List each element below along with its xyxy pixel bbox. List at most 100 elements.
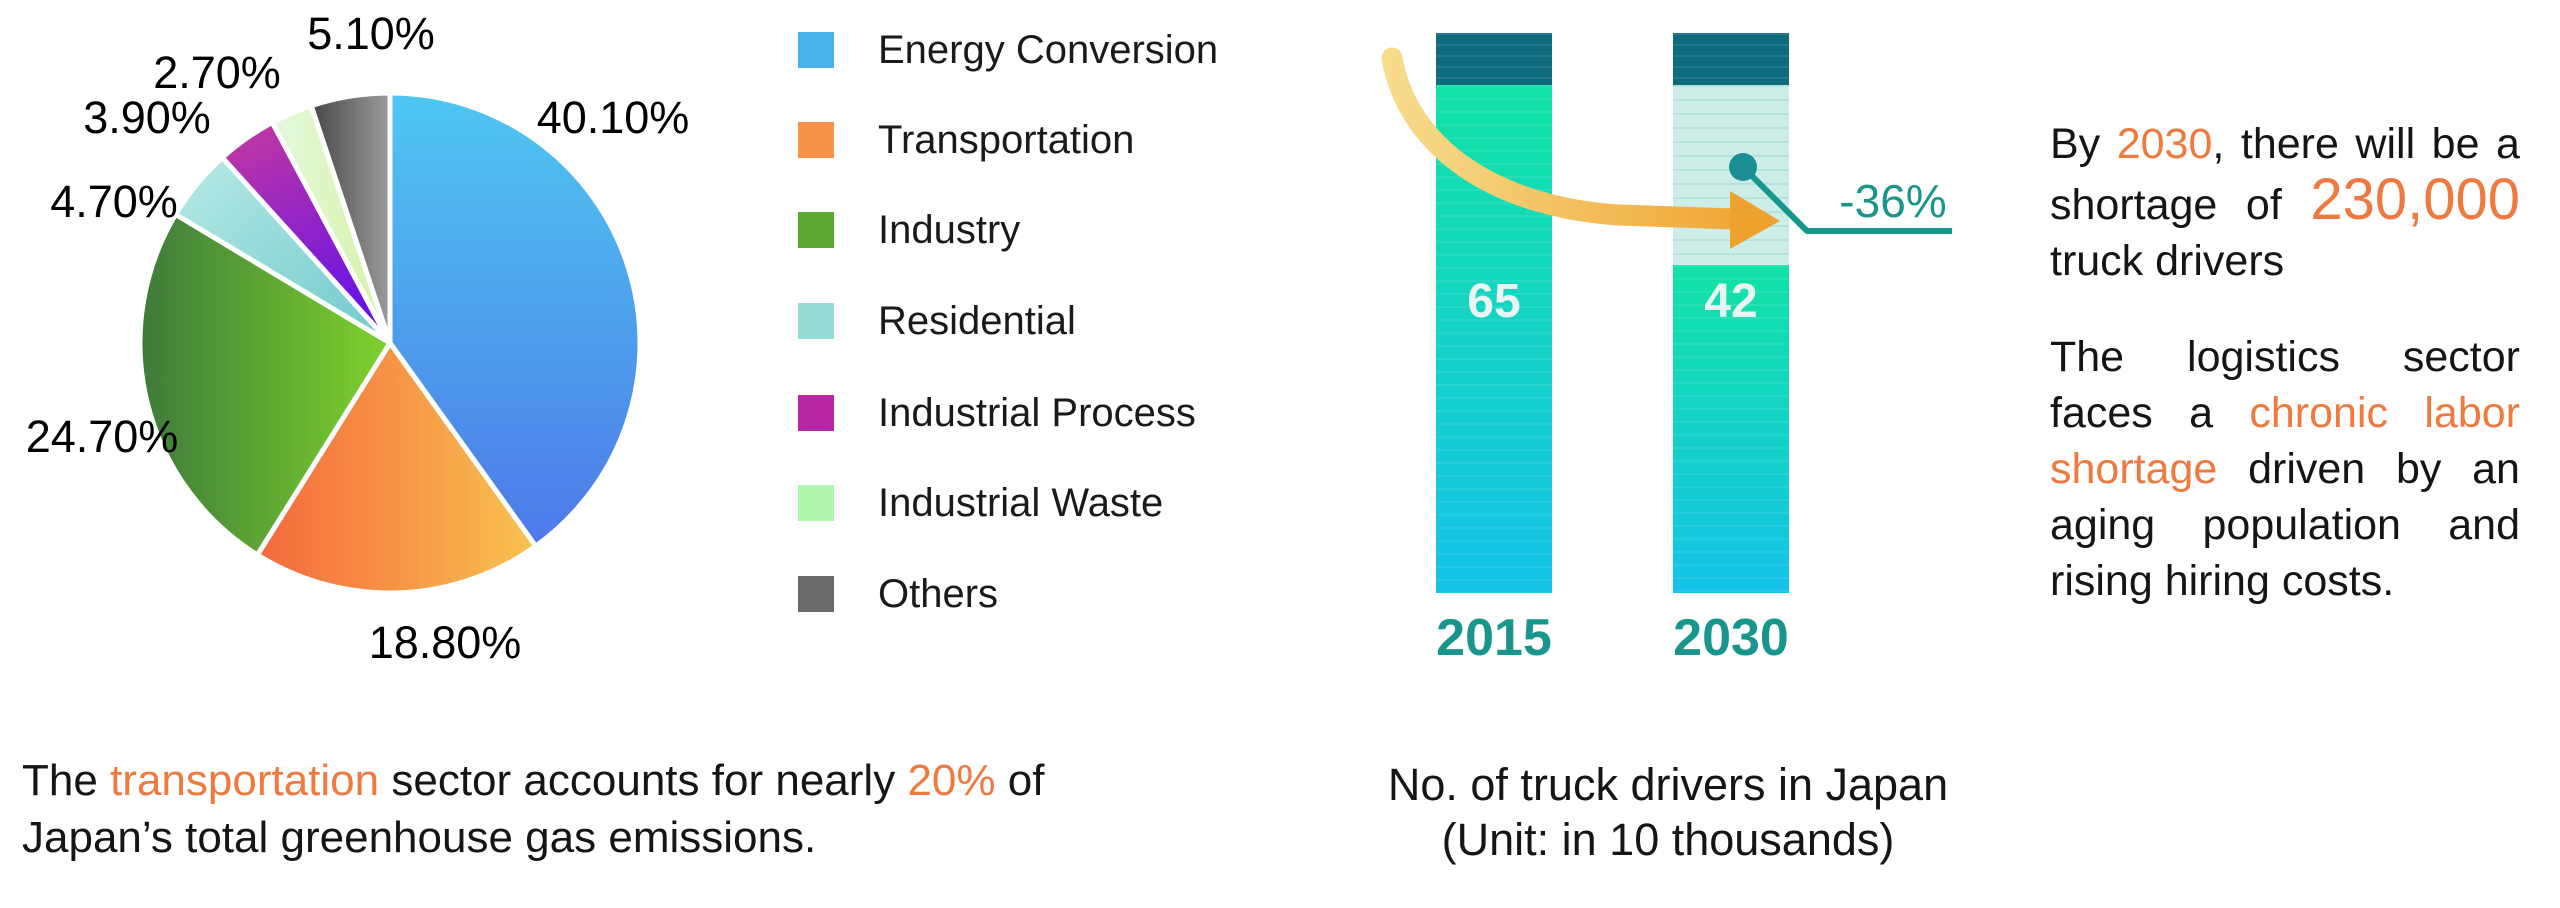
legend-item-industrial-waste: Industrial Waste <box>798 478 1163 528</box>
pie-value-label: 2.70% <box>153 47 281 98</box>
bar-segment <box>1436 33 1552 85</box>
legend-swatch-icon <box>798 32 834 68</box>
text-word: nearly <box>775 756 896 805</box>
legend-label: Others <box>878 571 999 616</box>
text-word: rising <box>2050 557 2153 605</box>
pie-slice-industry <box>137 211 393 558</box>
bar-segment <box>1673 265 1789 593</box>
text-word: hiring <box>2164 557 2270 605</box>
text-word: logistics <box>2187 333 2340 381</box>
text-word: labor <box>2424 389 2520 437</box>
text-word: be <box>2431 120 2480 168</box>
annotation-badge: -36% <box>1839 175 1947 227</box>
legend-swatch-icon <box>798 395 834 431</box>
legend-label: Industrial Process <box>878 390 1196 435</box>
text-line: The transportation sector accounts for n… <box>22 752 1202 809</box>
text-word: The <box>2050 333 2125 381</box>
text-word: a <box>2496 120 2520 168</box>
bar-year-label: 2030 <box>1673 609 1789 667</box>
text-word: of <box>1007 756 1045 805</box>
text-word: there <box>2240 120 2339 168</box>
text-word: Japan’s <box>22 813 173 862</box>
text-word: shortage <box>2050 181 2218 229</box>
text-line: The logistics sector <box>2050 329 2520 385</box>
legend-label: Residential <box>878 298 1076 343</box>
text-word: 20% <box>907 756 996 805</box>
text-word: total <box>185 813 269 862</box>
text-line: By 2030, there will be a <box>2050 116 2520 172</box>
legend-label: Industry <box>878 207 1021 252</box>
text-word: greenhouse <box>280 813 513 862</box>
text-line: faces a chronic labor <box>2050 385 2520 441</box>
text-word: driven <box>2248 445 2366 493</box>
legend-label: Industrial Waste <box>878 480 1164 525</box>
text-word: transportation <box>110 756 380 805</box>
pie-value-label: 18.80% <box>368 617 522 668</box>
pie-slice-transportation <box>254 340 539 596</box>
text-word: will <box>2355 120 2416 168</box>
text-word: of <box>2245 181 2282 229</box>
text-word: faces <box>2050 389 2153 437</box>
bar-year-label: 2015 <box>1436 609 1552 667</box>
text-line: shortage of 230,000 <box>2050 167 2520 233</box>
callout-line <box>1729 153 1952 234</box>
legend-item-residential: Residential <box>798 296 1076 346</box>
pie-value-label: 4.70% <box>50 176 178 227</box>
legend-item-transportation: Transportation <box>798 115 1134 165</box>
text-word: By <box>2050 120 2101 168</box>
text-line: aging population and <box>2050 497 2520 553</box>
labor-paragraph: The logistics sector faces a chronic labor shor… <box>2050 329 2520 609</box>
text-word: an <box>2472 445 2520 493</box>
text-word: 230,000 <box>2310 167 2520 232</box>
text-word: sector <box>2402 333 2520 381</box>
text-line: Japan’s total greenhouse gas emissions. <box>22 809 1202 866</box>
pie-value-label: 24.70% <box>25 411 179 462</box>
legend-item-others: Others <box>798 569 998 619</box>
text-line: rising hiring costs. <box>2050 553 2520 609</box>
pie-value-label: 3.90% <box>83 92 211 143</box>
text-word: truck <box>2050 237 2144 285</box>
legend-swatch-icon <box>798 303 834 339</box>
decline-arrow-icon <box>1381 47 1780 249</box>
text-word: shortage <box>2050 445 2218 493</box>
text-word: for <box>711 756 764 805</box>
legend-swatch-icon <box>798 212 834 248</box>
pie-value-label: 40.10% <box>536 92 690 143</box>
bar-value-label: 65 <box>1467 275 1521 328</box>
text-word: and <box>2448 501 2520 549</box>
text-word: a <box>2189 389 2214 437</box>
text-word: emissions. <box>608 813 817 862</box>
legend-label: Energy Conversion <box>878 27 1219 72</box>
text-word: chronic <box>2249 389 2389 437</box>
text-word: sector <box>391 756 512 805</box>
bar-segment <box>1673 33 1789 85</box>
legend-swatch-icon <box>798 485 834 521</box>
legend-item-industry: Industry <box>798 205 1020 255</box>
text-word: population <box>2202 501 2401 549</box>
text-word: aging <box>2050 501 2156 549</box>
legend-item-industrial-process: Industrial Process <box>798 388 1196 438</box>
legend-swatch-icon <box>798 122 834 158</box>
text-word: drivers <box>2155 237 2285 285</box>
bar-chart-subtitle: (Unit: in 10 thousands) <box>1441 814 1895 865</box>
pie-chart <box>137 90 643 596</box>
bar-value-label: 42 <box>1704 275 1758 328</box>
pie-slice-others <box>308 90 393 346</box>
legend-item-energy-conversion: Energy Conversion <box>798 25 1218 75</box>
right-text-panel: By 2030, there will be a shortage of 230,000 truc… <box>2050 116 2520 649</box>
legend-label: Transportation <box>878 117 1135 162</box>
pie-value-label: 5.10% <box>307 8 435 59</box>
bar-chart-caption: No. of truck drivers in Japan (Unit: in … <box>1368 757 1968 867</box>
text-line: truck drivers <box>2050 233 2520 289</box>
pie-slice-energy-conversion <box>387 90 643 549</box>
shortage-paragraph: By 2030, there will be a shortage of 230,000 truc… <box>2050 116 2520 289</box>
text-word: 2030, <box>2116 120 2225 168</box>
bar-chart-title: No. of truck drivers in Japan <box>1387 759 1949 810</box>
text-word: The <box>22 756 98 805</box>
text-word: accounts <box>523 756 700 805</box>
text-word: costs. <box>2281 557 2395 605</box>
text-line: shortage driven by an <box>2050 441 2520 497</box>
text-word: gas <box>525 813 597 862</box>
callout-dot-icon <box>1729 153 1757 181</box>
